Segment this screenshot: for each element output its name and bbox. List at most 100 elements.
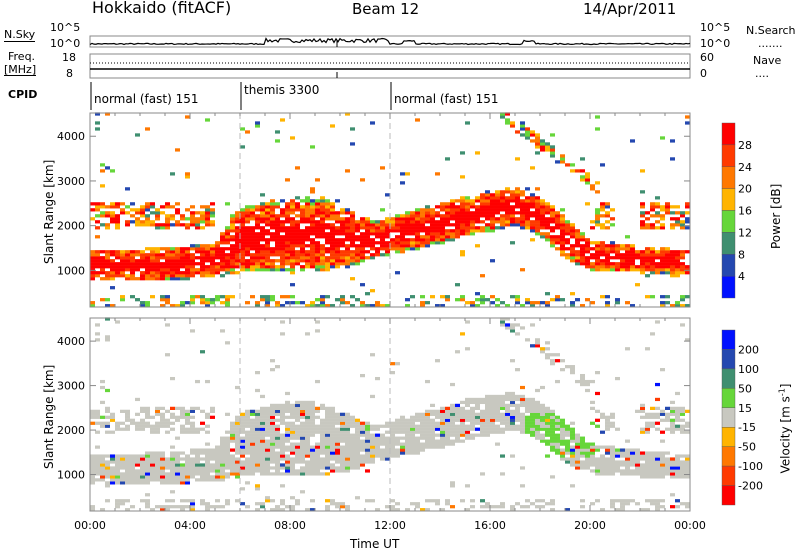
power-cell — [90, 208, 95, 212]
colorbar-tick-label: 15 — [738, 402, 752, 415]
power-cell — [260, 250, 265, 254]
power-cell — [485, 205, 490, 209]
power-cell — [220, 247, 225, 251]
velocity-cell — [605, 463, 610, 467]
power-cell — [250, 208, 255, 212]
power-cell — [345, 250, 350, 254]
velocity-cell — [260, 451, 265, 455]
power-cell — [230, 265, 235, 269]
power-cell — [225, 268, 230, 272]
power-cell — [595, 244, 600, 248]
power-cell — [275, 265, 280, 269]
velocity-cell — [250, 436, 255, 440]
power-cell — [580, 259, 585, 263]
power-cell — [255, 253, 260, 257]
power-cell — [140, 253, 145, 257]
power-cell — [465, 199, 470, 203]
power-cell — [250, 238, 255, 242]
velocity-cell — [265, 427, 270, 431]
power-cell — [310, 238, 315, 242]
power-cell — [490, 295, 495, 299]
velocity-cell — [500, 427, 505, 431]
velocity-cell — [230, 472, 235, 476]
velocity-cell — [270, 448, 275, 452]
power-cell — [335, 238, 340, 242]
velocity-cell — [415, 427, 420, 431]
velocity-cell — [680, 430, 685, 434]
power-cell — [115, 256, 120, 260]
velocity-cell — [230, 457, 235, 461]
velocity-cell — [480, 499, 485, 503]
power-cell — [395, 229, 400, 233]
velocity-cell — [535, 436, 540, 440]
velocity-cell — [460, 433, 465, 437]
power-cell — [430, 232, 435, 236]
velocity-cell — [420, 433, 425, 437]
power-cell — [480, 214, 485, 218]
velocity-cell — [535, 409, 540, 413]
power-cell — [260, 217, 265, 221]
velocity-cell — [415, 412, 420, 416]
power-cell — [300, 301, 305, 305]
power-cell — [530, 214, 535, 218]
velocity-cell — [350, 442, 355, 446]
power-cell — [250, 241, 255, 245]
velocity-cell — [615, 427, 620, 431]
power-cell — [400, 172, 405, 176]
power-cell — [575, 298, 580, 302]
power-cell — [405, 220, 410, 224]
power-cell — [565, 247, 570, 251]
velocity-cell — [250, 430, 255, 434]
velocity-cell — [475, 433, 480, 437]
velocity-cell — [210, 409, 215, 413]
power-cell — [415, 208, 420, 212]
velocity-cell — [255, 436, 260, 440]
power-cell — [185, 277, 190, 281]
power-cell — [200, 205, 205, 209]
power-cell — [265, 295, 270, 299]
velocity-cell — [385, 451, 390, 455]
velocity-cell — [445, 436, 450, 440]
velocity-cell — [130, 463, 135, 467]
power-cell — [605, 202, 610, 206]
power-cell — [210, 250, 215, 254]
velocity-cell — [145, 409, 150, 413]
velocity-cell — [125, 460, 130, 464]
velocity-cell — [230, 436, 235, 440]
velocity-cell — [425, 421, 430, 425]
velocity-cell — [630, 454, 635, 458]
velocity-cell — [105, 472, 110, 476]
velocity-cell — [620, 508, 625, 512]
power-cell — [225, 232, 230, 236]
velocity-cell — [485, 409, 490, 413]
velocity-cell — [285, 445, 290, 449]
velocity-cell — [275, 469, 280, 473]
velocity-cell — [560, 418, 565, 422]
power-cell — [560, 226, 565, 230]
velocity-cell — [655, 460, 660, 464]
velocity-cell — [120, 472, 125, 476]
power-cell — [545, 226, 550, 230]
power-cell — [190, 256, 195, 260]
power-cell — [525, 187, 530, 191]
power-cell — [485, 193, 490, 197]
velocity-cell — [530, 344, 535, 348]
velocity-cell — [415, 418, 420, 422]
power-cell — [225, 301, 230, 305]
velocity-cell — [480, 400, 485, 405]
power-cell — [590, 253, 595, 257]
power-cell — [345, 259, 350, 263]
power-cell — [225, 247, 230, 251]
power-cell — [315, 253, 320, 257]
velocity-cell — [245, 466, 250, 470]
power-cell — [155, 217, 160, 221]
power-cell — [375, 301, 380, 305]
power-cell — [230, 229, 235, 233]
power-cell — [195, 250, 200, 254]
velocity-cell — [250, 448, 255, 452]
velocity-cell — [540, 418, 545, 422]
power-cell — [230, 223, 235, 227]
power-cell — [175, 220, 180, 224]
velocity-cell — [275, 436, 280, 440]
power-cell — [140, 256, 145, 260]
